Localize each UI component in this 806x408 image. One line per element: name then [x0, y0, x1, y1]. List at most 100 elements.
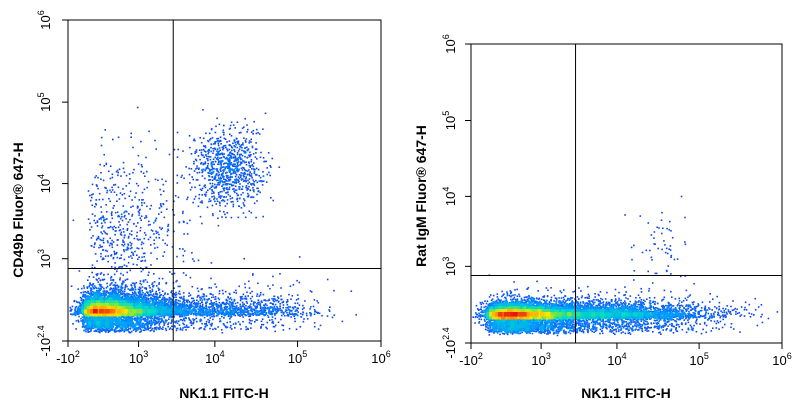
event-point [259, 304, 261, 306]
event-point [226, 177, 229, 180]
event-point [105, 329, 108, 331]
event-point [227, 188, 230, 190]
event-point [121, 243, 123, 246]
event-point [171, 273, 173, 275]
event-point [226, 183, 228, 186]
event-point [124, 214, 126, 217]
event-point [95, 286, 97, 289]
event-point [232, 184, 235, 187]
event-point [178, 303, 181, 305]
event-point [114, 281, 117, 284]
event-point [230, 313, 233, 316]
event-point [102, 215, 104, 217]
event-point [245, 169, 247, 172]
event-point [126, 295, 128, 297]
event-point [201, 175, 204, 177]
event-point [214, 175, 216, 178]
event-point [135, 281, 138, 284]
event-point [111, 292, 114, 294]
event-point [132, 324, 135, 327]
event-point [237, 142, 239, 145]
event-point [227, 312, 229, 315]
event-point [173, 272, 176, 275]
event-point [87, 290, 89, 293]
event-point [194, 306, 196, 309]
event-point [209, 158, 212, 161]
event-point [201, 154, 204, 157]
event-point [131, 213, 134, 216]
event-point [218, 298, 221, 301]
event-point [219, 191, 222, 193]
event-point [128, 182, 130, 185]
event-point [96, 294, 98, 296]
event-point [84, 328, 87, 331]
event-point [271, 313, 273, 316]
event-point [250, 300, 253, 302]
event-point [158, 295, 161, 297]
event-point [234, 308, 237, 310]
event-point [150, 252, 152, 254]
event-point [96, 287, 98, 290]
event-point [196, 287, 199, 290]
event-point [114, 230, 117, 232]
event-point [235, 307, 238, 309]
event-point [193, 318, 196, 321]
event-point [219, 161, 222, 163]
event-point [236, 192, 238, 195]
event-point [142, 318, 145, 320]
event-point [224, 157, 227, 160]
event-point [148, 220, 150, 223]
event-point [246, 124, 248, 126]
event-point [216, 308, 218, 310]
event-point [196, 179, 199, 181]
event-point [202, 168, 205, 171]
event-point [235, 174, 238, 176]
event-point [210, 299, 212, 302]
event-point [146, 318, 149, 321]
event-point [263, 299, 265, 302]
event-point [223, 314, 226, 316]
event-point [223, 324, 226, 326]
event-point [87, 330, 89, 333]
event-point [222, 163, 225, 165]
event-point [215, 186, 218, 189]
event-point [95, 278, 98, 281]
event-point [176, 174, 179, 177]
event-point [309, 308, 311, 310]
event-point [246, 189, 248, 191]
event-point [232, 305, 235, 307]
event-point [205, 307, 207, 310]
event-point [242, 166, 244, 169]
event-point [201, 306, 204, 309]
event-point [107, 273, 109, 276]
event-point [121, 324, 124, 327]
event-point [197, 300, 200, 303]
event-point [210, 313, 212, 315]
event-point [262, 323, 265, 326]
event-point [160, 211, 163, 213]
event-point [242, 180, 245, 183]
event-point [163, 251, 166, 253]
event-point [204, 145, 207, 147]
event-point [271, 316, 274, 318]
event-point [226, 175, 228, 178]
event-point [235, 159, 238, 162]
event-point [124, 325, 126, 327]
event-point [243, 198, 245, 200]
event-point [111, 243, 113, 246]
event-point [185, 299, 187, 301]
event-point [112, 324, 114, 326]
event-point [191, 300, 194, 303]
event-point [121, 215, 123, 218]
event-point [221, 307, 223, 309]
event-point [208, 308, 211, 310]
event-point [277, 308, 280, 310]
event-point [237, 176, 240, 178]
event-point [206, 206, 209, 209]
event-point [144, 303, 147, 305]
event-point [248, 174, 251, 177]
event-point [129, 233, 131, 235]
event-point [306, 314, 308, 317]
event-point [108, 198, 110, 200]
event-point [224, 205, 227, 207]
